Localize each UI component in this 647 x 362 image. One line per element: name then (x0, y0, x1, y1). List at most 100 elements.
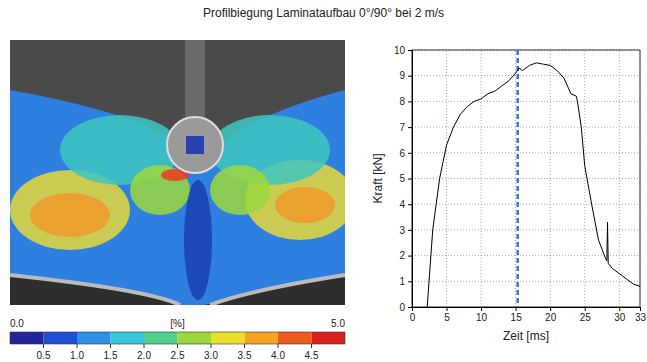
colorbar-segment (10, 332, 44, 344)
tick-mark (408, 230, 412, 231)
strain-field (210, 165, 270, 215)
colorbar-min-label: 0.0 (10, 318, 24, 329)
grid-line-y (412, 178, 640, 179)
colorbar-max-label: 5.0 (331, 318, 345, 329)
colorbar-tick-label: 1.5 (104, 350, 118, 361)
tick-mark (408, 256, 412, 257)
tick-label: 10 (394, 45, 406, 56)
colorbar-tick (311, 344, 312, 348)
tick-label: 15 (511, 312, 523, 323)
tick-mark (640, 307, 641, 311)
tick: 10 (476, 307, 488, 323)
strain-image (10, 40, 355, 305)
marker-line (516, 50, 519, 307)
grid-line-y (412, 152, 640, 153)
tick-label: 10 (476, 312, 488, 323)
tick-label: 0 (410, 312, 416, 323)
strain-field (184, 180, 212, 300)
colorbar-tick (77, 344, 78, 348)
specimen (10, 90, 345, 305)
colorbar-tick-label: 4.5 (305, 350, 319, 361)
colorbar-tick-label: 1.0 (70, 350, 84, 361)
grid-line-x (446, 50, 447, 307)
grid (412, 50, 640, 307)
colorbar-segment (245, 332, 279, 344)
tick: 6 (399, 148, 412, 159)
tick: 10 (394, 45, 412, 56)
tick: 15 (511, 307, 523, 323)
impactor-rod (185, 40, 205, 125)
colorbar-tick-label: 2.0 (137, 350, 151, 361)
tick-mark (585, 307, 586, 311)
colorbar-tick-label: 2.5 (171, 350, 185, 361)
page: Profilbiegung Laminataufbau 0°/90° bei 2… (0, 0, 647, 362)
tick: 0 (399, 302, 412, 313)
y-axis-title: Kraft [kN] (371, 153, 385, 203)
plot-frame (412, 50, 640, 307)
colorbar-segment (144, 332, 178, 344)
tick-mark (550, 307, 551, 311)
tick-mark (408, 281, 412, 282)
tick-label: 3 (399, 225, 405, 236)
colorbar-tick-label: 0.5 (37, 350, 51, 361)
strain-field (275, 187, 335, 223)
tick: 5 (444, 307, 450, 323)
photo-background (10, 40, 345, 305)
colorbar-tick (177, 344, 178, 348)
tick-label: 9 (399, 70, 405, 81)
colorbar-frame (10, 332, 345, 344)
grid-line-x (515, 50, 516, 307)
tick-label: 7 (399, 122, 405, 133)
x-axis-title: Zeit [ms] (503, 329, 549, 343)
colorbar-tick-label: 3.5 (238, 350, 252, 361)
strain-field (30, 193, 110, 237)
tick: 2 (399, 250, 412, 261)
tick: 1 (399, 276, 412, 287)
grid-line-y (412, 281, 640, 282)
tick: 20 (545, 307, 557, 323)
tick: 3 (399, 225, 412, 236)
tick-label: 6 (399, 148, 405, 159)
tick: 4 (399, 199, 412, 210)
colorbar-tick-label: 4.0 (271, 350, 285, 361)
y-axis: 0 1 2 3 4 5 6 7 8 9 10 (394, 45, 413, 313)
colorbar-tick (278, 344, 279, 348)
grid-line-y (412, 255, 640, 256)
tick-mark (408, 76, 412, 77)
tick-label: 4 (399, 199, 405, 210)
grid-line-y (412, 101, 640, 102)
line-chart: 05101520253033012345678910Zeit [ms]Kraft… (371, 45, 646, 343)
force-line (427, 63, 640, 307)
grid-line-y (412, 229, 640, 230)
tick: 5 (399, 173, 412, 184)
colorbar-segment (312, 332, 346, 344)
impactor (167, 117, 223, 173)
tick: 8 (399, 96, 412, 107)
grid-line-y (412, 204, 640, 205)
tick: 25 (580, 307, 592, 323)
colorbar-segment (77, 332, 111, 344)
tick-label: 25 (580, 312, 592, 323)
tick-mark (408, 204, 412, 205)
colorbar-segment (111, 332, 145, 344)
tick-mark (619, 307, 620, 311)
tick-mark (408, 127, 412, 128)
tick-label: 8 (399, 96, 405, 107)
tick-label: 1 (399, 276, 405, 287)
tick-mark (408, 153, 412, 154)
colorbar-tick-label: 3.0 (204, 350, 218, 361)
tick-mark (408, 50, 412, 51)
colorbar-segment (278, 332, 312, 344)
axis-line (413, 308, 641, 312)
tick: 9 (399, 70, 412, 81)
tick: 7 (399, 122, 412, 133)
colorbar-tick (211, 344, 212, 348)
title: Profilbiegung Laminataufbau 0°/90° bei 2… (203, 6, 444, 20)
colorbar-tick (110, 344, 111, 348)
grid-line-y (412, 75, 640, 76)
grid-line-y (412, 127, 640, 128)
tick-label: 0 (399, 302, 405, 313)
grid-line-x (584, 50, 585, 307)
tick-mark (408, 101, 412, 102)
tick-mark (408, 179, 412, 180)
